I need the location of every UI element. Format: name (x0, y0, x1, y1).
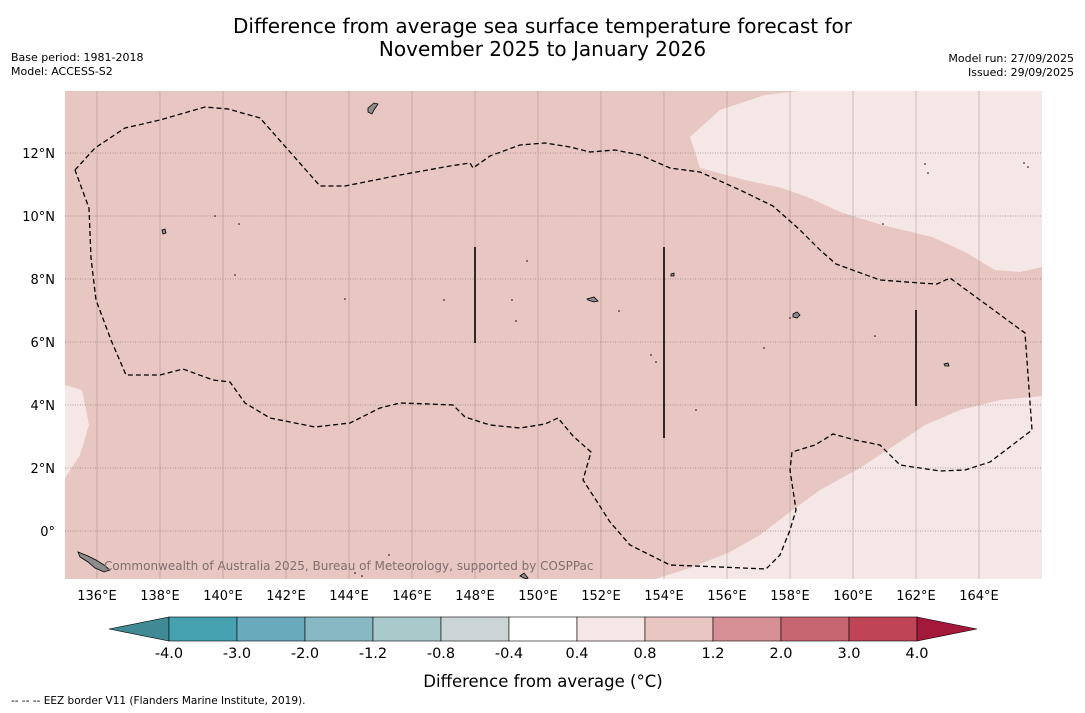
colorbar-tick-label: -4.0 (155, 646, 183, 662)
colorbar-tick-label: -0.4 (495, 646, 523, 662)
colorbar-bin (372, 616, 442, 642)
meta-left: Base period: 1981-2018 Model: ACCESS-S2 (11, 51, 143, 79)
colorbar-tick-label: 3.0 (837, 646, 860, 662)
island-1 (161, 228, 167, 235)
lat-label: 6°N (31, 336, 56, 351)
lon-label: 136°E (77, 589, 117, 604)
colorbar-label: Difference from average (°C) (423, 672, 662, 691)
island-2 (586, 296, 599, 303)
anomaly-fill-0.4-0.8-northeast (690, 91, 1042, 272)
colorbar-tick-label: -0.8 (427, 646, 455, 662)
lat-label: 12°N (22, 147, 55, 162)
colorbar-tick-label: -1.2 (359, 646, 387, 662)
longitude-labels: 136°E 138°E 140°E 142°E 144°E 146°E 148°… (77, 589, 999, 604)
title-line-2: November 2025 to January 2026 (378, 37, 707, 61)
lat-label: 10°N (22, 210, 55, 225)
issued-date: Issued: 29/09/2025 (967, 66, 1074, 79)
island-5 (670, 272, 675, 277)
colorbar-bin (848, 616, 918, 642)
lon-label: 154°E (644, 589, 684, 604)
lon-label: 158°E (770, 589, 810, 604)
lat-label: 0° (40, 525, 55, 540)
model-name: Model: ACCESS-S2 (11, 65, 113, 78)
island-south (519, 572, 529, 579)
colorbar-bin (440, 616, 510, 642)
boundary-lines (474, 247, 917, 438)
lon-label: 156°E (707, 589, 747, 604)
lon-label: 144°E (329, 589, 369, 604)
island-3 (792, 311, 801, 319)
lon-label: 162°E (896, 589, 936, 604)
colorbar: -4.0 -3.0 -2.0 -1.2 -0.8 -0.4 0.4 0.8 1.2 2.0 3.0 4… (108, 616, 978, 691)
lat-label: 2°N (31, 462, 56, 477)
colorbar-tick-label: 2.0 (769, 646, 792, 662)
anomaly-fill-0.4-0.8-southeast (655, 396, 1042, 579)
colorbar-tick-label: 0.8 (633, 646, 656, 662)
islands (77, 102, 950, 579)
colorbar-bin (168, 616, 238, 642)
colorbar-bin (780, 616, 850, 642)
island-southwest (77, 551, 111, 573)
anomaly-fill-0.4-0.8-west (65, 385, 89, 478)
latitude-gridlines (65, 152, 1042, 532)
lat-label: 4°N (31, 399, 56, 414)
base-period: Base period: 1981-2018 (11, 51, 144, 64)
colorbar-over-arrow (916, 616, 978, 642)
colorbar-under-arrow (108, 616, 170, 642)
colorbar-tick-labels: -4.0 -3.0 -2.0 -1.2 -0.8 -0.4 0.4 0.8 1.2 2.0 3.0 4… (155, 646, 929, 662)
chart-title: Difference from average sea surface temp… (0, 15, 1085, 61)
colorbar-bins (168, 616, 918, 642)
colorbar-tick-label: -3.0 (223, 646, 251, 662)
lon-label: 140°E (203, 589, 243, 604)
island-north (367, 102, 379, 115)
colorbar-bin (236, 616, 306, 642)
lon-label: 150°E (518, 589, 558, 604)
small-islets (214, 162, 1029, 577)
lon-label: 142°E (266, 589, 306, 604)
lon-label: 160°E (833, 589, 873, 604)
latitude-labels: 12°N 10°N 8°N 6°N 4°N 2°N 0° (22, 147, 55, 540)
copyright-text: Commonwealth of Australia 2025, Bureau o… (104, 559, 594, 573)
footer-legend: -- -- -- EEZ border V11 (Flanders Marine… (11, 695, 306, 707)
model-run: Model run: 27/09/2025 (948, 52, 1074, 65)
lon-label: 138°E (140, 589, 180, 604)
lat-label: 8°N (31, 273, 56, 288)
colorbar-tick-label: -2.0 (291, 646, 319, 662)
colorbar-bin (508, 616, 578, 642)
title-line-1: Difference from average sea surface temp… (232, 14, 852, 38)
colorbar-tick-label: 4.0 (905, 646, 928, 662)
colorbar-bin (712, 616, 782, 642)
island-4 (943, 362, 950, 367)
lon-label: 152°E (581, 589, 621, 604)
colorbar-bin (304, 616, 374, 642)
colorbar-tick-label: 1.2 (701, 646, 724, 662)
colorbar-tick-label: 0.4 (565, 646, 588, 662)
lon-label: 146°E (392, 589, 432, 604)
lon-label: 164°E (959, 589, 999, 604)
map-panel (65, 91, 1042, 579)
lon-label: 148°E (455, 589, 495, 604)
colorbar-bin (644, 616, 714, 642)
meta-right: Model run: 27/09/2025 Issued: 29/09/2025 (948, 52, 1074, 80)
colorbar-bin (576, 616, 646, 642)
